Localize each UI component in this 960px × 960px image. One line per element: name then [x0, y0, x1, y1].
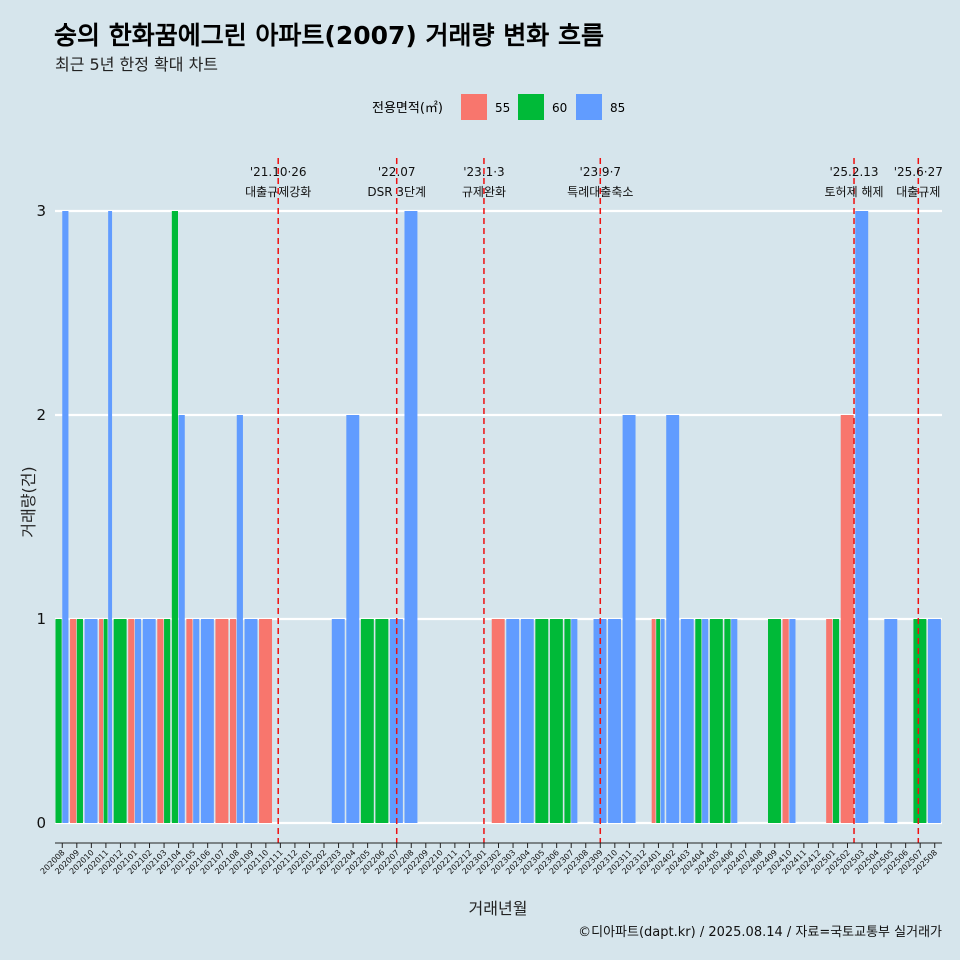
event-annotation: 대출규제강화 — [245, 185, 311, 199]
y-tick-label: 2 — [36, 406, 46, 424]
event-annotation: '23.9·7 — [580, 165, 621, 179]
event-annotation: 특례대출축소 — [567, 185, 633, 199]
event-lines: '21.10·26 대출규제강화 '22.07 DSR 3단계 '23.1·3 규제완화 '… — [245, 158, 943, 843]
bar-55-202410 — [782, 619, 789, 823]
bar-85-202304 — [520, 619, 534, 823]
bar-60-202507 — [913, 619, 927, 823]
bar-55-202108 — [229, 619, 237, 823]
legend: 전용면적(㎡) 55 60 85 — [372, 94, 625, 120]
event-annotation: 대출규제 — [896, 185, 940, 199]
bar-60-202406 — [724, 619, 731, 823]
event-annotation: '25.2.13 — [829, 165, 878, 179]
bar-60-202103 — [164, 619, 171, 823]
bar-85-202204 — [346, 415, 360, 823]
bar-85-202310 — [608, 619, 621, 823]
event-annotation: '22.07 — [378, 165, 416, 179]
bar-85-202311 — [622, 415, 636, 823]
chart-subtitle: 최근 5년 한정 확대 차트 — [55, 55, 218, 74]
event-annotation: '21.10·26 — [250, 165, 307, 179]
bar-60-202404 — [695, 619, 702, 823]
bar-60-202008 — [55, 619, 62, 823]
y-tick-label: 0 — [36, 814, 46, 832]
legend-swatch-85 — [576, 94, 602, 120]
legend-swatch-60 — [518, 94, 544, 120]
bar-55-202105 — [186, 619, 193, 823]
bar-85-202101 — [134, 619, 142, 823]
event-annotation: 토허제 해제 — [825, 185, 884, 199]
bar-60-202409 — [768, 619, 781, 823]
bar-55-202101 — [128, 619, 135, 823]
bar-60-202305 — [535, 619, 549, 823]
bar-85-202011 — [108, 211, 113, 823]
bars — [55, 211, 941, 823]
bar-85-202403 — [680, 619, 694, 823]
y-tick-label: 3 — [36, 202, 46, 220]
bar-60-202501 — [832, 619, 840, 823]
y-axis: 0 1 2 3 — [36, 202, 46, 832]
bar-85-202401 — [660, 619, 665, 823]
bar-85-202106 — [200, 619, 214, 823]
legend-swatch-55 — [461, 94, 487, 120]
bar-60-202009 — [76, 619, 83, 823]
bar-85-202303 — [506, 619, 520, 823]
event-annotation: 규제완화 — [462, 185, 506, 199]
legend-label: 60 — [552, 101, 567, 115]
bar-60-202206 — [375, 619, 389, 823]
caption: ©디아파트(dapt.kr) / 2025.08.14 / 자료=국토교통부 실… — [578, 925, 942, 940]
bar-85-202307 — [571, 619, 578, 823]
event-annotation: DSR 3단계 — [367, 185, 426, 199]
bar-55-202103 — [157, 619, 164, 823]
bar-55-202107 — [215, 619, 229, 823]
bar-60-202104 — [171, 211, 178, 823]
bar-85-202406 — [731, 619, 738, 823]
legend-title: 전용면적(㎡) — [372, 101, 443, 116]
bar-60-202205 — [360, 619, 374, 823]
bar-85-202102 — [142, 619, 156, 823]
bar-85-202404 — [702, 619, 709, 823]
bar-85-202410 — [789, 619, 796, 823]
bar-55-202501 — [826, 619, 833, 823]
y-tick-label: 1 — [36, 610, 46, 628]
bar-55-202009 — [70, 619, 77, 823]
bar-60-202306 — [549, 619, 563, 823]
bar-55-202011 — [99, 619, 104, 823]
bar-85-202104 — [178, 415, 185, 823]
bar-85-202008 — [62, 211, 69, 823]
bar-60-202405 — [709, 619, 723, 823]
bar-55-202302 — [491, 619, 505, 823]
legend-label: 85 — [610, 101, 625, 115]
bar-85-202109 — [244, 619, 258, 823]
bar-85-202508 — [927, 619, 941, 823]
bar-85-202503 — [855, 211, 869, 823]
bar-85-202505 — [884, 619, 898, 823]
bar-85-202108 — [236, 415, 243, 823]
y-axis-label: 거래량(건) — [19, 466, 38, 537]
event-annotation: '25.6·27 — [894, 165, 943, 179]
x-axis-label: 거래년월 — [469, 899, 528, 918]
bar-55-202401 — [651, 619, 656, 823]
bar-60-202012 — [113, 619, 127, 823]
bar-85-202105 — [193, 619, 200, 823]
bar-85-202203 — [331, 619, 345, 823]
bar-60-202401 — [656, 619, 661, 823]
bar-60-202011 — [103, 619, 108, 823]
bar-85-202010 — [84, 619, 98, 823]
bar-85-202208 — [404, 211, 418, 823]
bar-55-202502 — [840, 415, 854, 823]
bar-85-202402 — [666, 415, 680, 823]
chart-title: 숭의 한화꿈에그린 아파트(2007) 거래량 변화 흐름 — [54, 21, 604, 50]
bar-55-202110 — [259, 619, 273, 823]
legend-label: 55 — [495, 101, 510, 115]
bar-60-202307 — [564, 619, 571, 823]
x-axis: 2020082020092020102020112020122021012021… — [39, 842, 942, 876]
event-annotation: '23.1·3 — [463, 165, 504, 179]
